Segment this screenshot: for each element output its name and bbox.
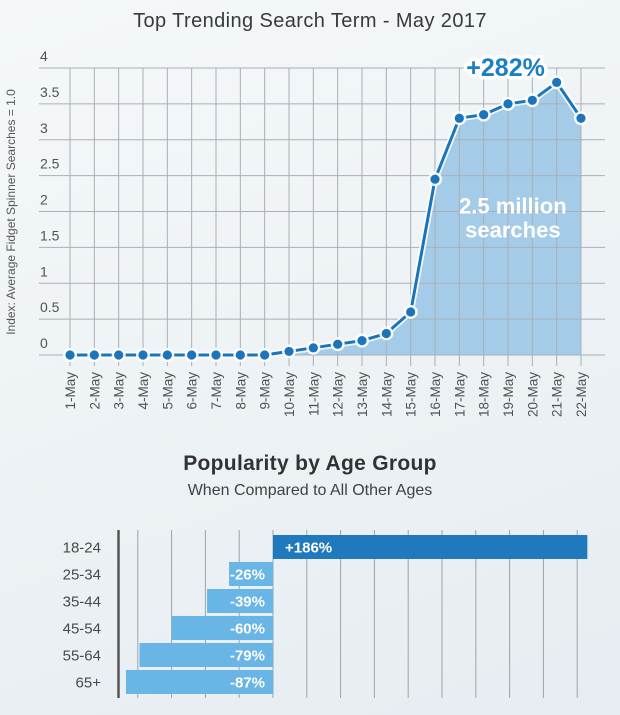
x-tick-label: 21-May xyxy=(550,372,565,417)
data-point xyxy=(333,339,343,349)
x-tick-label: 22-May xyxy=(574,372,589,417)
x-tick-label: 6-May xyxy=(185,372,200,410)
data-point xyxy=(308,343,318,353)
y-tick-label: 1 xyxy=(40,263,48,279)
x-tick-label: 8-May xyxy=(233,372,248,410)
bar xyxy=(273,535,588,559)
x-tick-label: 18-May xyxy=(477,372,492,417)
data-point xyxy=(430,174,440,184)
x-tick-label: 4-May xyxy=(136,372,151,410)
y-tick-label: 3.5 xyxy=(40,84,60,100)
x-tick-label: 17-May xyxy=(452,372,467,417)
bar-chart-title: Popularity by Age Group xyxy=(183,452,437,475)
x-tick-label: 3-May xyxy=(112,372,127,410)
line-chart-title: Top Trending Search Term - May 2017 xyxy=(133,10,487,32)
x-tick-label: 9-May xyxy=(258,372,273,410)
bar-value-label: +186% xyxy=(285,540,332,557)
data-point xyxy=(138,350,148,360)
bar-value-label: -87% xyxy=(230,675,265,692)
x-tick-label: 2-May xyxy=(87,372,102,410)
x-tick-label: 1-May xyxy=(63,372,78,410)
bar-value-label: -60% xyxy=(230,621,265,638)
bar-category-label: 25-34 xyxy=(63,567,101,584)
bar-value-label: -39% xyxy=(230,594,265,611)
bar-category-label: 18-24 xyxy=(63,540,101,557)
x-tick-label: 16-May xyxy=(428,372,443,417)
data-point xyxy=(187,350,197,360)
data-point xyxy=(454,113,464,123)
x-tick-label: 20-May xyxy=(525,372,540,417)
bar-category-label: 35-44 xyxy=(63,594,101,611)
y-tick-label: 2.5 xyxy=(40,156,60,172)
data-point xyxy=(89,350,99,360)
bar-value-label: -26% xyxy=(230,567,265,584)
bar-category-label: 55-64 xyxy=(63,648,101,665)
y-tick-label: 0.5 xyxy=(40,299,60,315)
bar-value-label: -79% xyxy=(230,648,265,665)
y-axis-title: Index: Average Fidget Spinner Searches =… xyxy=(4,89,18,335)
data-point xyxy=(576,113,586,123)
bar xyxy=(139,643,273,667)
bar xyxy=(171,616,273,640)
x-tick-label: 5-May xyxy=(160,372,175,410)
data-point xyxy=(527,95,537,105)
data-point xyxy=(284,346,294,357)
data-line xyxy=(68,80,583,357)
x-tick-label: 7-May xyxy=(209,372,224,410)
y-tick-label: 1.5 xyxy=(40,227,60,243)
bar xyxy=(207,589,273,613)
x-tick-label: 15-May xyxy=(404,372,419,417)
data-point xyxy=(479,110,489,120)
data-point xyxy=(211,350,221,360)
data-point xyxy=(552,77,562,87)
bar-chart: 18-24 +186% 25-34 -26% 35-44 -39% 45-54 -60% 55-… xyxy=(63,530,588,698)
x-tick-label: 10-May xyxy=(282,372,297,417)
line-chart: 0 0.5 1 1.5 2 2.5 3 3.5 4 Index: Average Fidget S… xyxy=(4,48,605,417)
bar xyxy=(229,562,273,586)
data-point xyxy=(235,350,245,360)
x-tick-label: 11-May xyxy=(306,372,321,416)
data-point xyxy=(381,328,391,339)
data-point xyxy=(406,307,416,317)
y-tick-label: 0 xyxy=(40,335,48,351)
data-point xyxy=(260,350,270,360)
y-tick-label: 3 xyxy=(40,120,48,136)
area-fill xyxy=(70,82,581,356)
data-point xyxy=(114,350,124,360)
annotation: searches xyxy=(465,218,560,243)
x-tick-label: 12-May xyxy=(331,372,346,417)
x-tick-label: 13-May xyxy=(355,372,370,417)
data-point xyxy=(357,336,367,346)
bar-category-label: 65+ xyxy=(76,675,102,692)
data-point xyxy=(162,350,172,360)
x-tick-label: 14-May xyxy=(379,372,394,417)
bar-chart-subtitle: When Compared to All Other Ages xyxy=(187,482,433,499)
data-point xyxy=(503,99,513,109)
annotation: +282% xyxy=(466,54,545,82)
y-tick-label: 2 xyxy=(40,192,48,208)
data-point xyxy=(65,350,75,360)
annotation: 2.5 million xyxy=(459,194,567,219)
bar xyxy=(125,670,273,694)
bar-category-label: 45-54 xyxy=(63,621,101,638)
x-tick-label: 19-May xyxy=(501,372,516,417)
y-tick-label: 4 xyxy=(40,48,48,64)
